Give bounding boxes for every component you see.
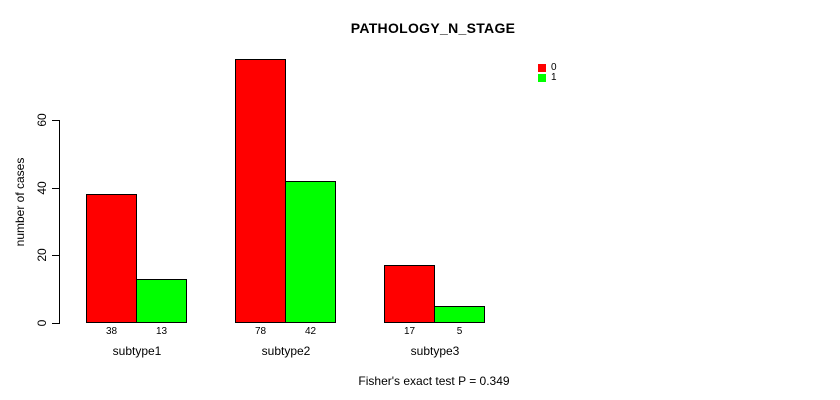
legend-swatch-1	[538, 74, 546, 82]
bar-value-subtype3-series-1: 5	[456, 326, 463, 337]
legend-entry-1: 1	[538, 72, 557, 83]
y-axis-line	[59, 120, 60, 324]
bar-value-subtype3-series-0: 17	[403, 326, 416, 337]
legend-label-1: 1	[551, 72, 557, 83]
category-label-subtype3: subtype3	[410, 344, 460, 358]
y-tick-mark-60	[52, 120, 59, 121]
y-tick-mark-40	[52, 188, 59, 189]
fisher-test-annotation: Fisher's exact test P = 0.349	[358, 374, 510, 388]
bar-value-subtype1-series-1: 13	[155, 326, 168, 337]
y-tick-mark-0	[52, 323, 59, 324]
bar-subtype2-series-1	[285, 181, 336, 323]
y-tick-label-40: 40	[35, 181, 49, 195]
category-label-subtype2: subtype2	[261, 344, 311, 358]
legend-entry-0: 0	[538, 62, 557, 73]
bar-subtype3-series-1	[434, 306, 485, 323]
legend-label-0: 0	[551, 62, 557, 73]
bar-value-subtype1-series-0: 38	[105, 326, 118, 337]
chart-title: PATHOLOGY_N_STAGE	[350, 20, 516, 36]
legend-swatch-0	[538, 64, 546, 72]
bar-subtype1-series-0	[86, 194, 137, 323]
bar-value-subtype2-series-1: 42	[304, 326, 317, 337]
y-axis-title: number of cases	[13, 157, 27, 247]
bar-subtype2-series-0	[235, 59, 286, 323]
bar-subtype1-series-1	[136, 279, 187, 323]
y-tick-mark-20	[52, 255, 59, 256]
y-tick-label-20: 20	[35, 248, 49, 262]
category-label-subtype1: subtype1	[112, 344, 162, 358]
y-tick-label-60: 60	[35, 113, 49, 127]
y-tick-label-0: 0	[35, 319, 49, 327]
bar-value-subtype2-series-0: 78	[254, 326, 267, 337]
bar-subtype3-series-0	[384, 265, 435, 323]
